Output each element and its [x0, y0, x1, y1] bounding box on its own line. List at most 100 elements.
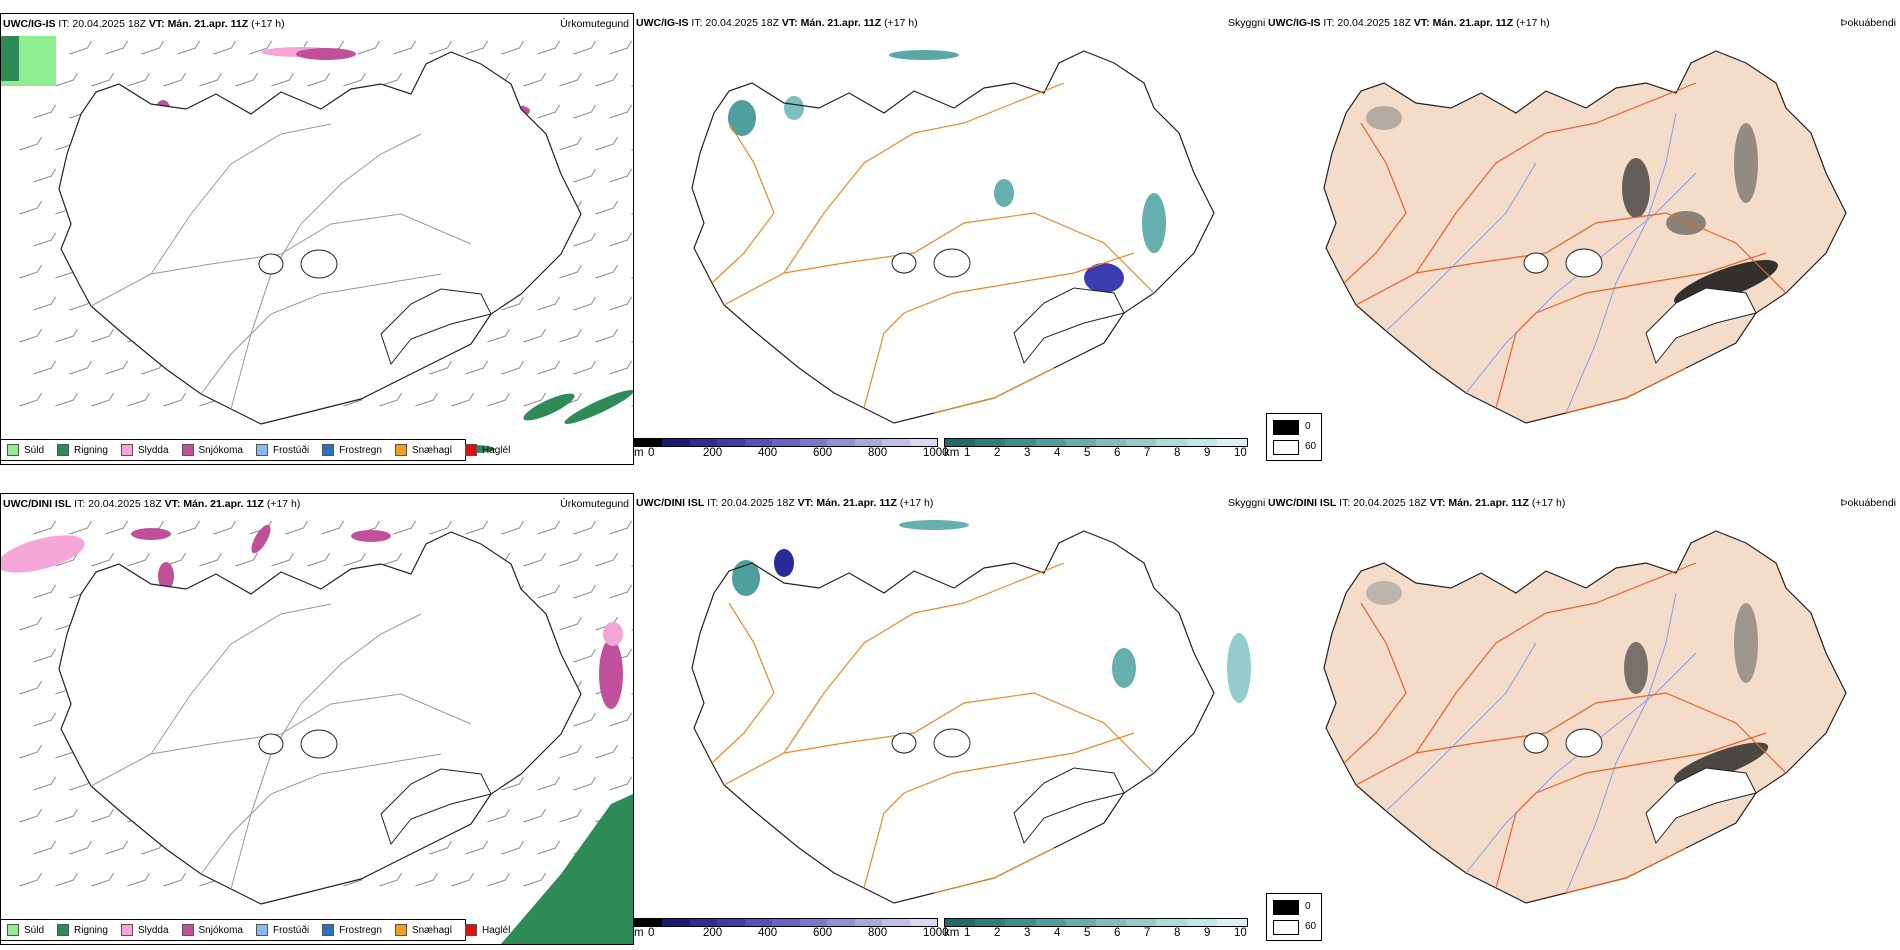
init-time: IT: 20.04.2025 18Z [74, 498, 162, 510]
visibility-ramp [944, 918, 1248, 927]
wind-barb [19, 200, 42, 215]
wind-barb [127, 392, 150, 407]
cloud-base-unit: m [634, 447, 644, 459]
precip-type-map[interactable] [1, 494, 633, 944]
cloud-base-ticks: m 0 200 400 600 800 1000 [634, 447, 949, 460]
fog-area [1366, 106, 1402, 130]
wind-barb [537, 584, 560, 599]
legend-item: Rigning [57, 924, 108, 936]
legend-swatch [464, 444, 477, 456]
wind-barb [573, 104, 596, 119]
low-visibility-area [899, 520, 969, 530]
sleet-area [1, 535, 85, 573]
wind-barb [379, 72, 402, 87]
wind-barb [19, 744, 42, 759]
visibility-swatch [1126, 919, 1157, 926]
wind-barb [19, 392, 42, 407]
snow-area [599, 639, 623, 709]
legend-label: Snæhagl [411, 924, 452, 936]
panel-header: UWC/DINI ISL IT: 20.04.2025 18Z VT: Mán.… [1268, 497, 1565, 509]
wind-barb [19, 264, 42, 279]
legend-label: Slydda [137, 924, 169, 936]
wind-barb [451, 392, 474, 407]
cloud-base-swatch [854, 919, 883, 926]
wind-barb [213, 40, 236, 55]
init-time: IT: 20.04.2025 18Z [691, 17, 779, 29]
wind-barb [573, 584, 596, 599]
cloud-base-swatch [827, 919, 855, 926]
snow-area [131, 528, 171, 540]
visibility-scale: km 1 2 3 4 5 6 7 8 9 10 [944, 918, 1248, 940]
roads [711, 82, 1155, 414]
legend-label: Frostregn [339, 924, 382, 936]
visibility-tick: 2 [994, 927, 1001, 939]
wind-barb [429, 840, 452, 855]
visibility-swatch [975, 919, 1006, 926]
visibility-tick: 10 [1234, 447, 1247, 459]
wind-barb [33, 296, 56, 311]
visibility-swatch [1186, 919, 1217, 926]
panel-header: UWC/DINI ISL IT: 20.04.2025 18Z VT: Mán.… [636, 497, 933, 509]
wind-barb [537, 776, 560, 791]
legend-item: Snæhagl [394, 924, 452, 936]
wind-barb [55, 808, 78, 823]
wind-barb [559, 136, 582, 151]
visibility-scale: km 1 2 3 4 5 6 7 8 9 10 [944, 438, 1248, 460]
valid-label: VT: [1413, 17, 1430, 29]
wind-barb [33, 584, 56, 599]
legend-swatch [255, 924, 268, 936]
wind-barb [523, 808, 546, 823]
wind-barb [429, 360, 452, 375]
wind-barb [501, 296, 524, 311]
wind-barb [105, 360, 128, 375]
wind-barb [307, 72, 330, 87]
legend-swatch [120, 444, 133, 456]
visibility-swatch [1005, 919, 1036, 926]
wind-barb [465, 520, 488, 535]
wind-barb [573, 520, 596, 535]
precip-type-panel-row2: UWC/DINI ISL IT: 20.04.2025 18Z VT: Mán.… [0, 493, 634, 945]
precip-type-map[interactable] [1, 14, 633, 464]
cloud-base-scale: m 0 200 400 600 800 1000 [634, 438, 949, 460]
cloud-base-swatch [635, 919, 663, 926]
fog-key-low-label: 60 [1305, 441, 1317, 452]
wind-barb [33, 648, 56, 663]
wind-barb [609, 776, 632, 791]
lead-time: (+17 h) [251, 18, 285, 30]
cloud-base-ticks: m 0 200 400 600 800 1000 [634, 927, 949, 940]
visibility-unit: km [944, 927, 960, 939]
wind-barb [321, 520, 344, 535]
fog-index-map[interactable] [1266, 493, 1900, 913]
legend-swatch [7, 444, 19, 456]
wind-barb [343, 72, 366, 87]
wind-barb [487, 872, 510, 887]
cloud-base-swatch [799, 919, 828, 926]
wind-barb [235, 552, 258, 567]
lead-time: (+17 h) [884, 17, 918, 29]
wind-barb [537, 520, 560, 535]
valid-time: Mán. 21.apr. 11Z [167, 18, 249, 30]
glaciers [891, 728, 1125, 845]
legend-label: Frostúði [272, 924, 310, 936]
wind-barb [559, 552, 582, 567]
cloud-base-swatch [909, 439, 937, 446]
wind-barb [559, 744, 582, 759]
model-name: UWC/DINI ISL [1268, 497, 1337, 509]
visibility-map[interactable] [634, 13, 1266, 433]
wind-barb [105, 520, 128, 535]
low-cloud-area [1084, 263, 1124, 293]
visibility-tick: 2 [994, 447, 1001, 459]
wind-barb [487, 808, 510, 823]
cloud-base-swatch [635, 439, 663, 446]
cloud-base-tick: 1000 [923, 447, 949, 459]
wind-barb [33, 776, 56, 791]
cloud-base-swatch [882, 919, 910, 926]
visibility-map[interactable] [634, 493, 1266, 913]
visibility-panel-row1: UWC/IG-IS IT: 20.04.2025 18Z VT: Mán. 21… [634, 13, 1266, 465]
model-name: UWC/DINI ISL [3, 498, 72, 510]
wind-barb [343, 552, 366, 567]
cloud-base-tick: 400 [758, 447, 778, 459]
wind-barb [631, 212, 633, 215]
fog-index-map[interactable] [1266, 13, 1900, 433]
wind-barb [33, 168, 56, 183]
